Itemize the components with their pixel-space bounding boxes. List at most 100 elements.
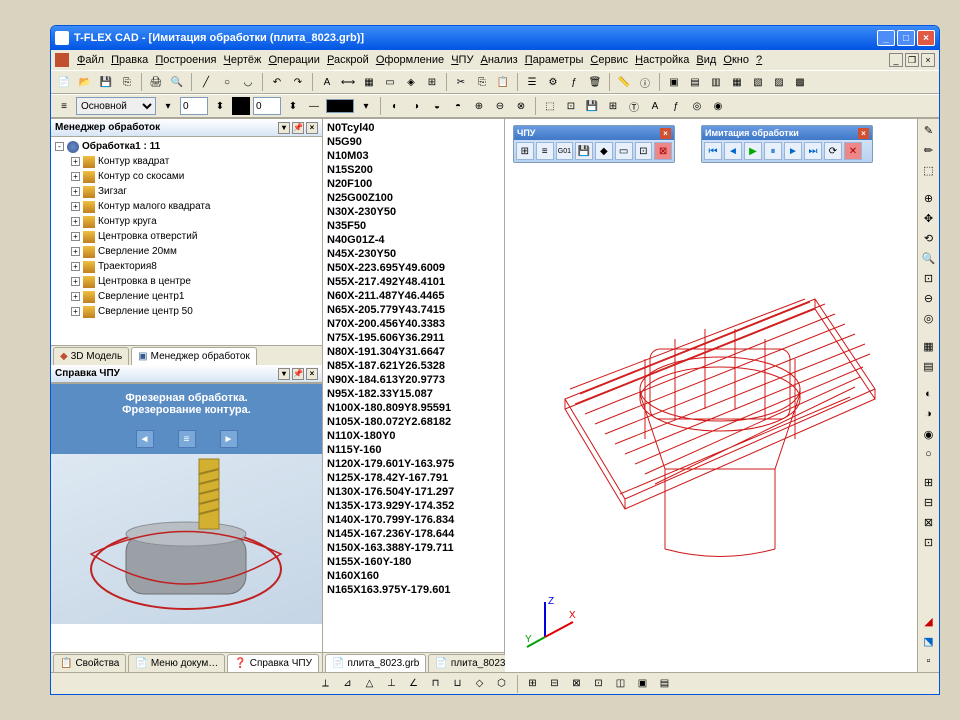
gcode-line[interactable]: N105X-180.072Y2.68182	[327, 415, 500, 429]
sim-step-icon[interactable]: ►	[784, 142, 802, 160]
sim-stepback-icon[interactable]: ◄	[724, 142, 742, 160]
st-view2-icon[interactable]: ▤	[920, 357, 938, 375]
gcode-line[interactable]: N120X-179.601Y-163.975	[327, 457, 500, 471]
gcode-line[interactable]: N140X-170.799Y-176.834	[327, 513, 500, 527]
minimize-button[interactable]: _	[877, 30, 895, 46]
tree-item[interactable]: +Центровка в центре	[53, 274, 320, 289]
new-icon[interactable]: 📄	[55, 73, 73, 91]
measure-icon[interactable]: 📏	[615, 73, 633, 91]
tree-root[interactable]: - Обработка1 : 11	[53, 139, 320, 154]
bb11-icon[interactable]: ⊟	[546, 675, 564, 693]
gcode-line[interactable]: N50X-223.695Y49.6009	[327, 261, 500, 275]
spin2-input[interactable]	[253, 97, 281, 115]
menu-ЧПУ[interactable]: ЧПУ	[449, 54, 475, 66]
c8-icon[interactable]: ◎	[688, 97, 706, 115]
st-view1-icon[interactable]: ▦	[920, 337, 938, 355]
bb1-icon[interactable]: ⟂	[317, 675, 335, 693]
circle-icon[interactable]: ○	[218, 73, 236, 91]
gcode-line[interactable]: N70X-200.456Y40.3383	[327, 317, 500, 331]
gcode-line[interactable]: N75X-195.606Y36.2911	[327, 331, 500, 345]
c6-icon[interactable]: A	[646, 97, 664, 115]
cnc-btn-6[interactable]: ▭	[615, 142, 633, 160]
w2-icon[interactable]: ▤	[686, 73, 704, 91]
menu-Чертёж[interactable]: Чертёж	[222, 54, 264, 66]
tbx2-icon[interactable]: ⊞	[423, 73, 441, 91]
sim-ff-icon[interactable]: ⏭	[804, 142, 822, 160]
help-next-icon[interactable]: ►	[220, 430, 238, 448]
gcode-line[interactable]: N15S200	[327, 163, 500, 177]
mdi-restore[interactable]: ❐	[905, 53, 919, 67]
bb15-icon[interactable]: ▣	[634, 675, 652, 693]
file-tab-1[interactable]: 📄плита_8023.grb	[325, 654, 426, 672]
help-dd-icon[interactable]: ▾	[278, 368, 290, 380]
gcode-line[interactable]: N5G90	[327, 135, 500, 149]
tree-item[interactable]: +Сверление центр 50	[53, 304, 320, 319]
st-edit-icon[interactable]: ✏	[920, 141, 938, 159]
menu-?[interactable]: ?	[754, 54, 764, 66]
arc-icon[interactable]: ◡	[239, 73, 257, 91]
st-zoomfit-icon[interactable]: ⊕	[920, 189, 938, 207]
tab-doc-menu[interactable]: 📄Меню докум…	[128, 654, 225, 672]
layer-select[interactable]: Основной	[76, 97, 156, 115]
menu-Раскрой[interactable]: Раскрой	[325, 54, 371, 66]
tree-item[interactable]: +Контур малого квадрата	[53, 199, 320, 214]
tree-item[interactable]: +Зигзаг	[53, 184, 320, 199]
tree-item[interactable]: +Центровка отверстий	[53, 229, 320, 244]
v3-icon[interactable]: ◒	[428, 97, 446, 115]
gcode-line[interactable]: N40G01Z-4	[327, 233, 500, 247]
expand-icon[interactable]: -	[55, 142, 64, 151]
v2-icon[interactable]: ◑	[407, 97, 425, 115]
sp1-icon[interactable]: ⬍	[211, 97, 229, 115]
cut-icon[interactable]: ✂	[452, 73, 470, 91]
v5-icon[interactable]: ⊕	[470, 97, 488, 115]
expand-icon[interactable]: +	[71, 217, 80, 226]
cnc-toolbar[interactable]: ЧПУ× ⊞ ≡ G01 💾 ◆ ▭ ⊡ ⊠	[513, 125, 675, 163]
mdi-close[interactable]: ×	[921, 53, 935, 67]
bb16-icon[interactable]: ▤	[656, 675, 674, 693]
st-shade3-icon[interactable]: ◉	[920, 425, 938, 443]
help-list-icon[interactable]: ≡	[178, 430, 196, 448]
cnc-btn-7[interactable]: ⊡	[635, 142, 653, 160]
spin1-input[interactable]	[180, 97, 208, 115]
gcode-line[interactable]: N20F100	[327, 177, 500, 191]
bb6-icon[interactable]: ⊓	[427, 675, 445, 693]
hatch-icon[interactable]: ▦	[360, 73, 378, 91]
menu-Файл[interactable]: Файл	[75, 54, 106, 66]
st-rotate-icon[interactable]: ⟲	[920, 229, 938, 247]
menu-Построения[interactable]: Построения	[153, 54, 218, 66]
c4-icon[interactable]: ⊞	[604, 97, 622, 115]
gcode-line[interactable]: N150X-163.388Y-179.711	[327, 541, 500, 555]
copy-icon[interactable]: ⎘	[473, 73, 491, 91]
st-pen-icon[interactable]: ✎	[920, 121, 938, 139]
panel-dd-icon[interactable]: ▾	[278, 122, 290, 134]
gcode-line[interactable]: N45X-230Y50	[327, 247, 500, 261]
info-icon[interactable]: ⓘ	[636, 73, 654, 91]
cnc-btn-3[interactable]: G01	[556, 142, 574, 160]
tree-item[interactable]: +Контур круга	[53, 214, 320, 229]
titlebar[interactable]: T-FLEX CAD - [Имитация обработки (плита_…	[51, 26, 939, 50]
sim-play-icon[interactable]: ▶	[744, 142, 762, 160]
gcode-line[interactable]: N125X-178.42Y-167.791	[327, 471, 500, 485]
ld-icon[interactable]: ▾	[159, 97, 177, 115]
sim-stop-icon[interactable]: ✕	[844, 142, 862, 160]
w1-icon[interactable]: ▣	[665, 73, 683, 91]
del-icon[interactable]: 🗑	[586, 73, 604, 91]
bb7-icon[interactable]: ⊔	[449, 675, 467, 693]
st-m3-icon[interactable]: ⊠	[920, 513, 938, 531]
bb12-icon[interactable]: ⊠	[568, 675, 586, 693]
bb10-icon[interactable]: ⊞	[524, 675, 542, 693]
st-sel-icon[interactable]: ⬚	[920, 161, 938, 179]
st-b2-icon[interactable]: ⬔	[920, 632, 938, 650]
menu-Параметры[interactable]: Параметры	[523, 54, 586, 66]
help-prev-icon[interactable]: ◄	[136, 430, 154, 448]
tab-properties[interactable]: 📋Свойства	[53, 654, 126, 672]
bb3-icon[interactable]: △	[361, 675, 379, 693]
cnc-btn-4[interactable]: 💾	[575, 142, 593, 160]
sp2-icon[interactable]: ⬍	[284, 97, 302, 115]
sim-rewind-icon[interactable]: ⏮	[704, 142, 722, 160]
w5-icon[interactable]: ▧	[749, 73, 767, 91]
var-icon[interactable]: ƒ	[565, 73, 583, 91]
paste-icon[interactable]: 📋	[494, 73, 512, 91]
mdi-minimize[interactable]: _	[889, 53, 903, 67]
st-m1-icon[interactable]: ⊞	[920, 473, 938, 491]
